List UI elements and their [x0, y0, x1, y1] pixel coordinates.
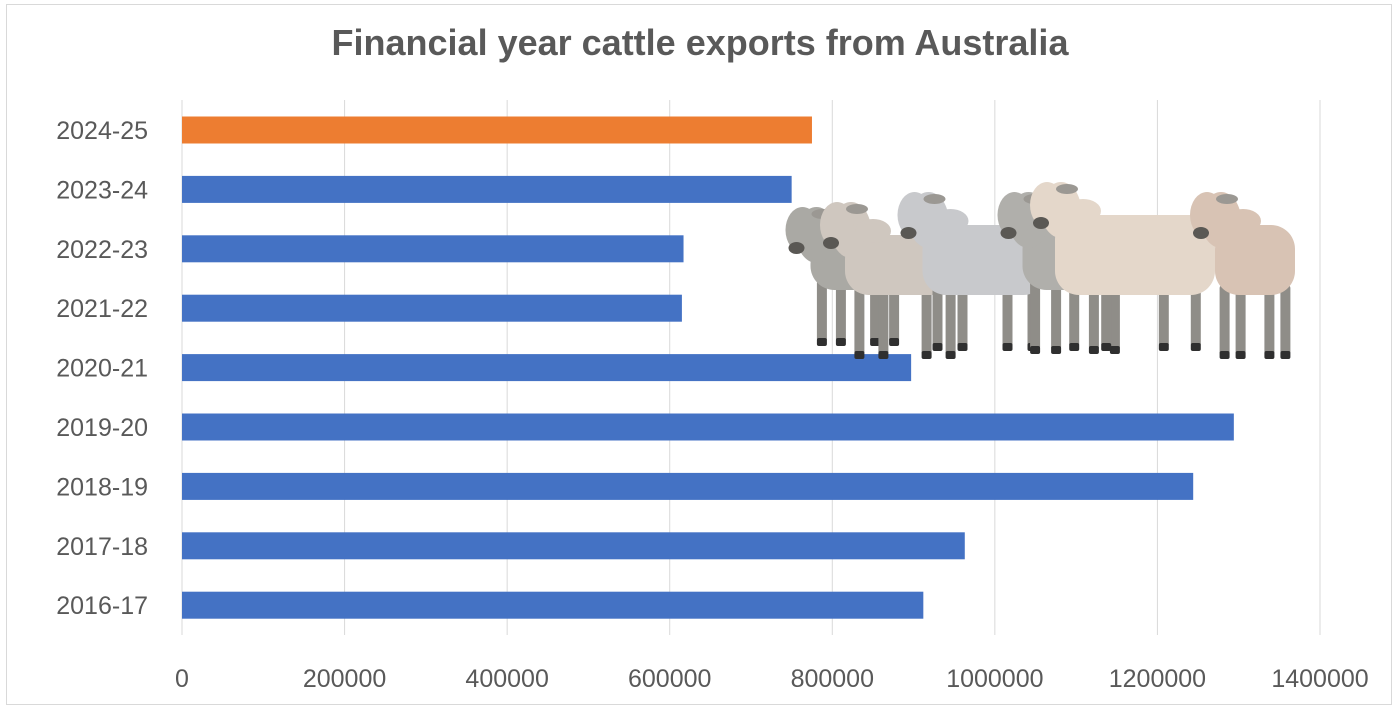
x-tick-label: 800000: [791, 665, 874, 693]
cow-figure: [1030, 182, 1215, 351]
category-label: 2018-19: [56, 473, 148, 501]
bars: [182, 116, 1234, 619]
x-tick-labels: 0 200000 400000 600000 800000 1000000 1200000 1…: [175, 665, 1369, 693]
x-tick-label: 1000000: [946, 665, 1043, 693]
category-label: 2023-24: [56, 176, 148, 204]
bar-2023-24: [182, 175, 792, 203]
x-tick-label: 200000: [303, 665, 386, 693]
x-tick-label: 400000: [465, 665, 548, 693]
bar-2022-23: [182, 235, 684, 263]
category-label: 2020-21: [56, 355, 148, 383]
x-tick-label: 1200000: [1109, 665, 1206, 693]
bar-2020-21: [182, 354, 912, 382]
cattle-photo: [785, 182, 1295, 359]
bar-2024-25: [182, 116, 812, 144]
x-tick-label: 600000: [628, 665, 711, 693]
bar-2021-22: [182, 294, 682, 322]
category-label: 2017-18: [56, 533, 148, 561]
x-tick-label: 1400000: [1271, 665, 1368, 693]
category-label: 2019-20: [56, 414, 148, 442]
category-labels: 2024-25 2023-24 2022-23 2021-22 2020-21 2019-…: [56, 117, 148, 620]
cow-figure: [1190, 192, 1295, 359]
bar-2019-20: [182, 413, 1234, 441]
x-tick-label: 0: [175, 665, 189, 693]
category-label: 2016-17: [56, 592, 148, 620]
chart-title: Financial year cattle exports from Austr…: [331, 22, 1069, 63]
bar-2018-19: [182, 472, 1194, 500]
category-label: 2022-23: [56, 236, 148, 264]
bar-2017-18: [182, 532, 965, 560]
category-label: 2021-22: [56, 295, 148, 323]
category-label: 2024-25: [56, 117, 148, 145]
bar-2016-17: [182, 591, 924, 619]
